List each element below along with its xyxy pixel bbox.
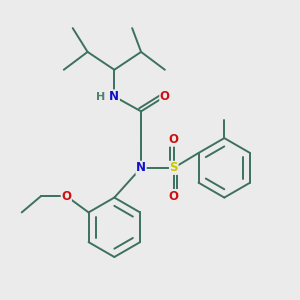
Text: O: O <box>160 90 170 103</box>
Text: O: O <box>61 190 71 202</box>
Text: N: N <box>136 161 146 174</box>
Text: N: N <box>109 90 119 103</box>
Text: O: O <box>169 133 179 146</box>
Text: S: S <box>169 161 178 174</box>
Text: O: O <box>169 190 179 202</box>
Text: H: H <box>96 92 106 101</box>
